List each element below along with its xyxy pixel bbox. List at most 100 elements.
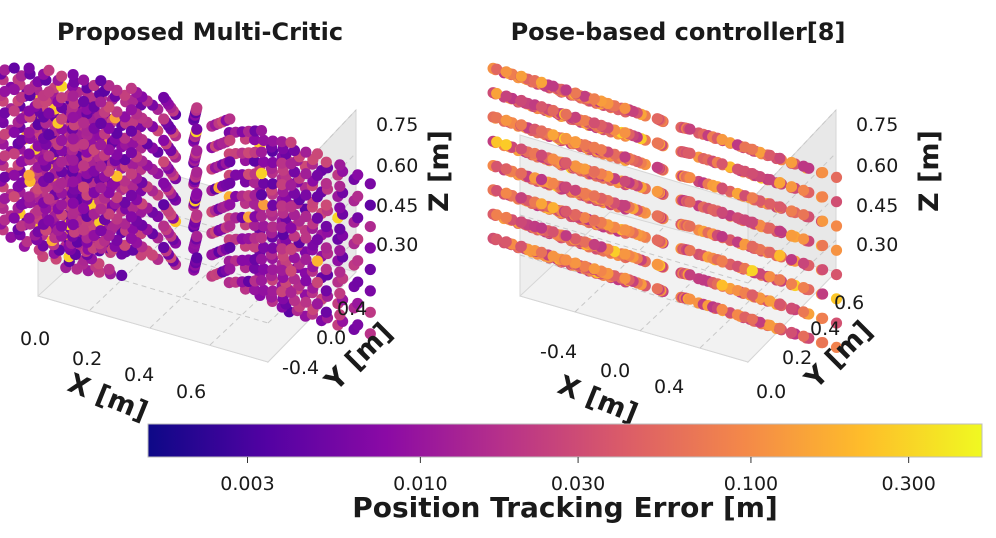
data-point [224,113,236,125]
data-point [491,160,503,172]
data-point [103,230,115,242]
data-point [716,182,728,194]
right-xtick: -0.4 [540,341,577,363]
data-point [746,168,758,180]
data-point [276,286,288,298]
data-point [352,297,364,310]
data-point [8,83,20,96]
data-point [191,123,203,135]
data-point [588,238,600,251]
left-xtick: 0.0 [20,328,50,350]
data-point [500,66,512,78]
data-point [716,279,728,291]
data-point [764,174,776,186]
data-point [249,198,261,210]
data-point [125,232,137,244]
data-point [311,276,323,289]
data-point [364,221,376,233]
data-point [95,160,107,172]
data-point [23,191,35,203]
data-point [78,224,90,236]
data-point [320,199,332,211]
data-point [797,233,810,245]
data-point [78,160,90,172]
data-point [23,126,35,139]
data-point [43,129,55,141]
data-point [8,148,20,160]
data-point [352,233,364,245]
data-point [191,166,203,178]
data-point [224,220,236,232]
data-point [619,151,631,163]
data-point [191,145,203,157]
data-point [651,210,663,222]
data-point [320,156,332,168]
data-point [515,216,527,228]
data-point [716,133,728,146]
data-point [716,255,728,267]
data-point [500,211,512,224]
colorbar: 0.003 0.010 0.030 0.100 0.300 Position Track… [147,423,983,524]
left-xtick: 0.2 [72,348,102,370]
data-point [67,154,79,166]
data-point [785,302,798,314]
data-point [535,76,548,88]
data-point [311,298,323,310]
data-point [258,241,270,254]
data-point [8,191,20,203]
data-point [579,139,591,151]
data-point [224,263,236,275]
data-point [56,113,68,125]
data-point [191,209,203,221]
data-point [830,269,843,281]
data-point [619,127,631,139]
data-point [285,201,297,213]
colorbar-tick-label: 0.300 [881,473,935,495]
data-point [716,231,728,243]
data-point [500,114,512,126]
data-point [258,156,270,168]
data-point [95,117,107,130]
data-point [491,112,503,124]
left-scatter-points [0,62,376,340]
data-point [588,263,600,275]
left-ytick: 0.4 [337,298,367,320]
colorbar-label: Position Tracking Error [m] [352,491,778,524]
data-point [276,243,288,255]
data-point [684,245,696,257]
data-point [334,202,346,214]
data-point [830,293,843,305]
data-point [258,284,270,296]
data-point [267,264,279,276]
data-point [0,193,11,205]
data-point [300,189,312,201]
data-point [258,263,270,275]
data-point [588,166,600,178]
data-point [797,184,810,196]
data-point [285,243,297,256]
data-point [764,222,776,234]
data-point [491,63,503,75]
data-point [830,341,843,353]
data-point [764,319,776,331]
right-scatter-points [487,62,843,353]
data-point [651,161,663,173]
data-point [651,137,663,149]
data-point [535,222,548,234]
data-point [797,209,810,221]
data-point [364,285,376,297]
data-point [320,306,332,318]
data-point [300,210,312,223]
data-point [797,330,810,342]
data-point [334,287,346,300]
data-point [774,274,786,286]
data-point [43,86,55,98]
data-point [774,201,786,213]
data-point [158,199,170,211]
data-point [56,199,68,211]
data-point [0,150,11,162]
data-point [491,87,503,100]
data-point [764,271,776,283]
data-point [285,136,297,148]
